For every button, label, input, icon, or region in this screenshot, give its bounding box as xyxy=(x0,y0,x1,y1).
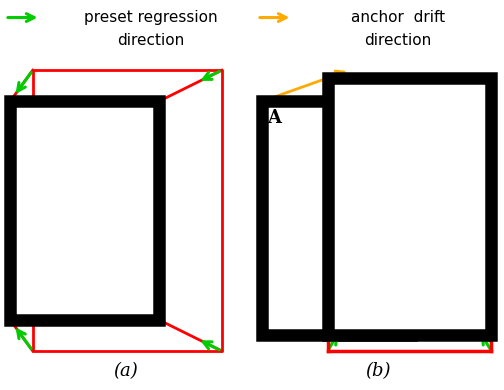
Text: (b): (b) xyxy=(365,362,391,380)
Text: (a): (a) xyxy=(113,362,139,380)
Text: anchor  drift: anchor drift xyxy=(351,10,445,25)
Bar xyxy=(328,78,491,335)
Bar xyxy=(262,101,411,335)
Text: direction: direction xyxy=(364,34,432,48)
Text: direction: direction xyxy=(117,34,185,48)
Text: preset regression: preset regression xyxy=(84,10,218,25)
Text: B: B xyxy=(476,86,491,104)
Bar xyxy=(10,101,159,320)
Text: A: A xyxy=(267,109,281,127)
